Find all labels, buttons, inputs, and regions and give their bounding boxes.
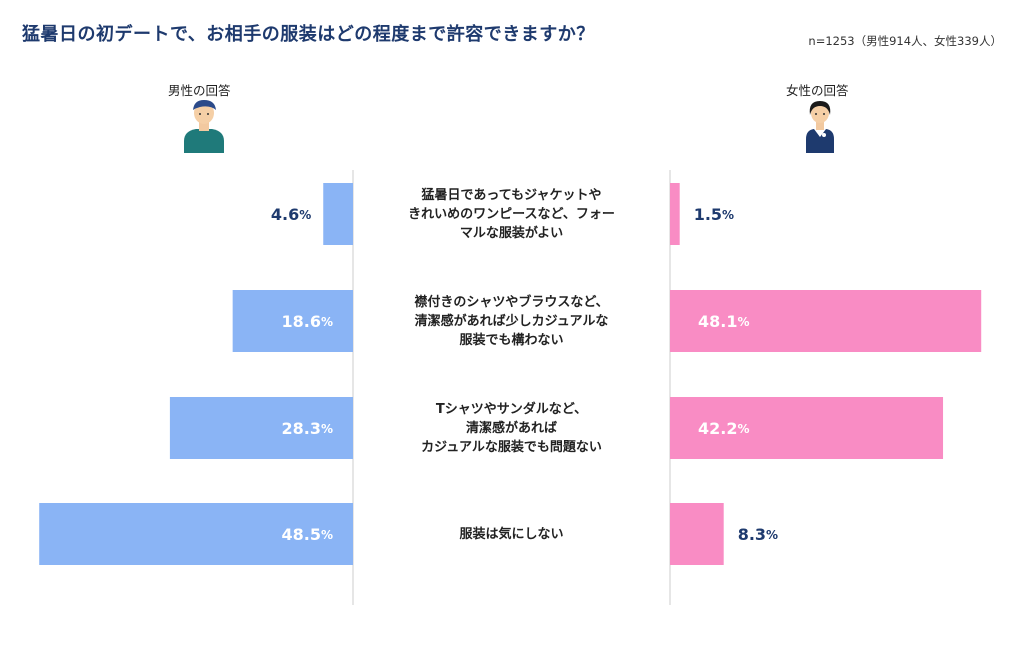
male-value-4: 48.5% bbox=[281, 525, 333, 544]
female-value-2: 48.1% bbox=[698, 312, 750, 331]
female-bar-3 bbox=[670, 397, 944, 459]
female-header: 女性の回答 bbox=[786, 83, 849, 98]
female-value-3: 42.2% bbox=[698, 419, 750, 438]
chart-title: 猛暑日の初デートで、お相手の服装はどの程度まで許容できますか？ bbox=[22, 24, 595, 45]
male-value-2: 18.6% bbox=[281, 312, 333, 331]
male-value-3: 28.3% bbox=[281, 419, 333, 438]
male-bar-2 bbox=[232, 290, 353, 352]
female-value-1: 1.5% bbox=[694, 205, 734, 224]
female-avatar-icon bbox=[806, 101, 834, 153]
sample-size: n=1253（男性914人、女性339人） bbox=[808, 34, 1002, 48]
male-bar-4 bbox=[39, 503, 354, 565]
category-label-1: 猛暑日であってもジャケットやきれいめのワンピースなど、フォーマルな服装がよい bbox=[408, 187, 615, 241]
category-label-4: 服装は気にしない bbox=[459, 526, 563, 542]
female-bar-4 bbox=[670, 503, 724, 565]
male-bar-3 bbox=[169, 397, 353, 459]
category-label-2: 襟付きのシャツやブラウスなど、清潔感があれば少しカジュアルな服装でも構わない bbox=[414, 294, 608, 348]
male-avatar-icon bbox=[184, 100, 224, 153]
female-value-4: 8.3% bbox=[738, 525, 778, 544]
category-label-3: Tシャツやサンダルなど、清潔感があればカジュアルな服装でも問題ない bbox=[421, 401, 602, 455]
female-bar-2 bbox=[670, 290, 982, 352]
male-value-1: 4.6% bbox=[271, 205, 311, 224]
female-bar-1 bbox=[670, 183, 680, 245]
male-header: 男性の回答 bbox=[168, 83, 231, 98]
male-bar-1 bbox=[323, 183, 353, 245]
